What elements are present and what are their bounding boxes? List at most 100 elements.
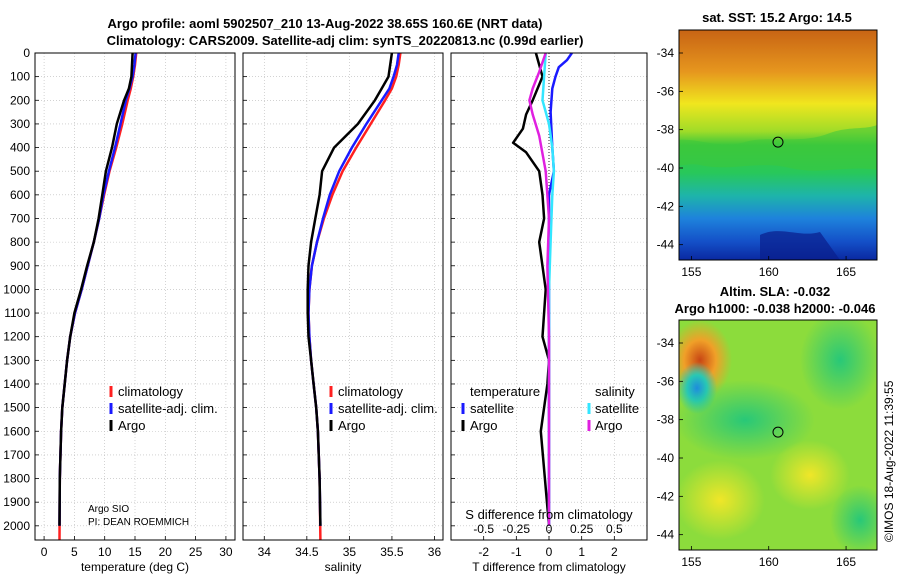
sst-map-ticks: 155 160 165 -34 -36 -38 -40 -42 -44 — [657, 46, 857, 279]
map-y-tick-label: -40 — [657, 161, 675, 175]
map-x-tick-label: 165 — [836, 555, 856, 569]
salinity-xlabel: salinity — [325, 560, 362, 574]
y-tick-label: 100 — [10, 70, 30, 84]
salinity-ticks: 34 34.5 35 35.5 36 — [243, 52, 442, 559]
map-y-tick-label: -44 — [657, 528, 675, 542]
difference-legend: temperature satellite Argo salinity sate… — [461, 384, 639, 433]
series-line-argo — [306, 52, 394, 526]
x-tick-label: -2 — [478, 545, 489, 559]
y-tick-label: 1500 — [3, 401, 30, 415]
x-tick-label: 20 — [159, 545, 173, 559]
sla-heatmap-green-patch — [679, 380, 815, 460]
y-tick-label: 700 — [10, 211, 30, 225]
s-difference-label: S difference from climatology — [465, 507, 633, 522]
sst-map-box — [678, 29, 878, 261]
y-tick-label: 500 — [10, 164, 30, 178]
temperature-xlabel: temperature (deg C) — [81, 560, 189, 574]
legend-temp-satellite-label: satellite — [470, 401, 514, 416]
credit-pi: PI: DEAN ROEMMICH — [88, 517, 189, 528]
series-line-salinity-argo — [528, 52, 551, 526]
credit-institution: Argo SIO — [88, 504, 129, 515]
sst-map-panel: sat. SST: 15.2 Argo: 14.5 155 160 165 -34 -3… — [657, 10, 878, 279]
x-tick-label: 5 — [71, 545, 78, 559]
salinity-panel: 34 34.5 35 35.5 36 salinity climatology sate… — [242, 52, 444, 574]
sst-heatmap-cold-patch — [760, 231, 840, 260]
y-tick-label: 200 — [10, 93, 30, 107]
y-tick-label: 600 — [10, 188, 30, 202]
s-difference-ticks: -0.5 -0.25 0 0.25 0.5 — [473, 522, 623, 536]
sla-heatmap-yellow-patch-2 — [679, 460, 765, 540]
sst-map-title: sat. SST: 15.2 Argo: 14.5 — [702, 10, 852, 25]
s-tick-label: 0 — [546, 522, 553, 536]
timestamp: ©IMOS 18-Aug-2022 11:39:55 — [882, 380, 896, 542]
x-tick-label: 34.5 — [295, 545, 319, 559]
map-x-tick-label: 165 — [836, 265, 856, 279]
x-tick-label: 35 — [343, 545, 357, 559]
map-x-tick-label: 155 — [681, 555, 701, 569]
map-y-tick-label: -34 — [657, 46, 675, 60]
x-tick-label: 34 — [258, 545, 272, 559]
y-tick-label: 800 — [10, 235, 30, 249]
sla-map-panel: Altim. SLA: -0.032 Argo h1000: -0.038 h2… — [657, 284, 878, 569]
s-tick-label: -0.25 — [503, 522, 531, 536]
sla-heatmap — [679, 320, 877, 550]
temperature-legend: climatology satellite-adj. clim. Argo — [109, 384, 218, 433]
s-tick-label: -0.5 — [473, 522, 494, 536]
legend-sal-satellite-label: satellite — [595, 401, 639, 416]
difference-axes-box — [450, 52, 648, 541]
legend-satellite-label: satellite-adj. clim. — [118, 401, 218, 416]
difference-ticks: -2 -1 0 1 2 — [451, 52, 618, 559]
y-tick-label: 1100 — [4, 306, 30, 320]
y-tick-label: 1400 — [3, 377, 30, 391]
map-y-tick-label: -42 — [657, 489, 675, 503]
sla-map-ticks: 155 160 165 -34 -36 -38 -40 -42 -44 — [657, 336, 857, 569]
y-tick-label: 400 — [10, 141, 30, 155]
x-tick-label: 10 — [98, 545, 112, 559]
map-y-tick-label: -44 — [657, 238, 675, 252]
sst-heatmap-band — [679, 125, 877, 171]
legend-satellite-label: satellite-adj. clim. — [338, 401, 438, 416]
y-tick-label: 1200 — [3, 330, 30, 344]
salinity-legend: climatology satellite-adj. clim. Argo — [329, 384, 438, 433]
series-line-satellite-adj-clim- — [58, 52, 137, 526]
difference-lines — [511, 52, 573, 526]
sst-argo-location-marker — [772, 136, 784, 148]
legend-sal-argo-label: Argo — [595, 418, 622, 433]
figure-title-line1: Argo profile: aoml 5902507_210 13-Aug-20… — [108, 16, 543, 31]
temperature-lines — [58, 52, 138, 541]
sla-map-box — [678, 319, 878, 551]
series-line-climatology — [58, 52, 138, 541]
series-line-temperature-argo — [511, 52, 551, 526]
y-tick-label: 1600 — [3, 424, 30, 438]
sla-heatmap-green-patch-3 — [830, 485, 877, 550]
y-tick-label: 0 — [23, 46, 30, 60]
map-y-tick-label: -34 — [657, 336, 675, 350]
series-line-argo — [58, 52, 134, 526]
s-tick-label: 0.5 — [606, 522, 623, 536]
x-tick-label: -1 — [511, 545, 522, 559]
sla-map-title2: Argo h1000: -0.038 h2000: -0.046 — [675, 301, 876, 316]
map-x-tick-label: 155 — [681, 265, 701, 279]
temperature-grid — [35, 52, 235, 540]
series-line-satellite-adj-clim- — [307, 52, 400, 526]
x-tick-label: 35.5 — [380, 545, 404, 559]
y-tick-label: 1800 — [3, 472, 30, 486]
temperature-panel: 0100200300400500600700800900100011001200… — [3, 46, 236, 574]
map-y-tick-label: -38 — [657, 413, 675, 427]
legend-temperature-heading: temperature — [470, 384, 540, 399]
y-tick-label: 1300 — [3, 353, 30, 367]
legend-argo-label: Argo — [338, 418, 365, 433]
x-tick-label: 36 — [428, 545, 442, 559]
legend-salinity-heading: salinity — [595, 384, 635, 399]
map-y-tick-label: -40 — [657, 451, 675, 465]
legend-climatology-label: climatology — [118, 384, 184, 399]
s-tick-label: 0.25 — [570, 522, 594, 536]
y-tick-label: 1700 — [3, 448, 30, 462]
x-tick-label: 1 — [578, 545, 585, 559]
y-tick-label: 900 — [10, 259, 30, 273]
legend-temp-argo-label: Argo — [470, 418, 497, 433]
map-y-tick-label: -42 — [657, 199, 675, 213]
x-tick-label: 25 — [189, 545, 203, 559]
sla-heatmap-yellow-patch — [770, 440, 850, 510]
